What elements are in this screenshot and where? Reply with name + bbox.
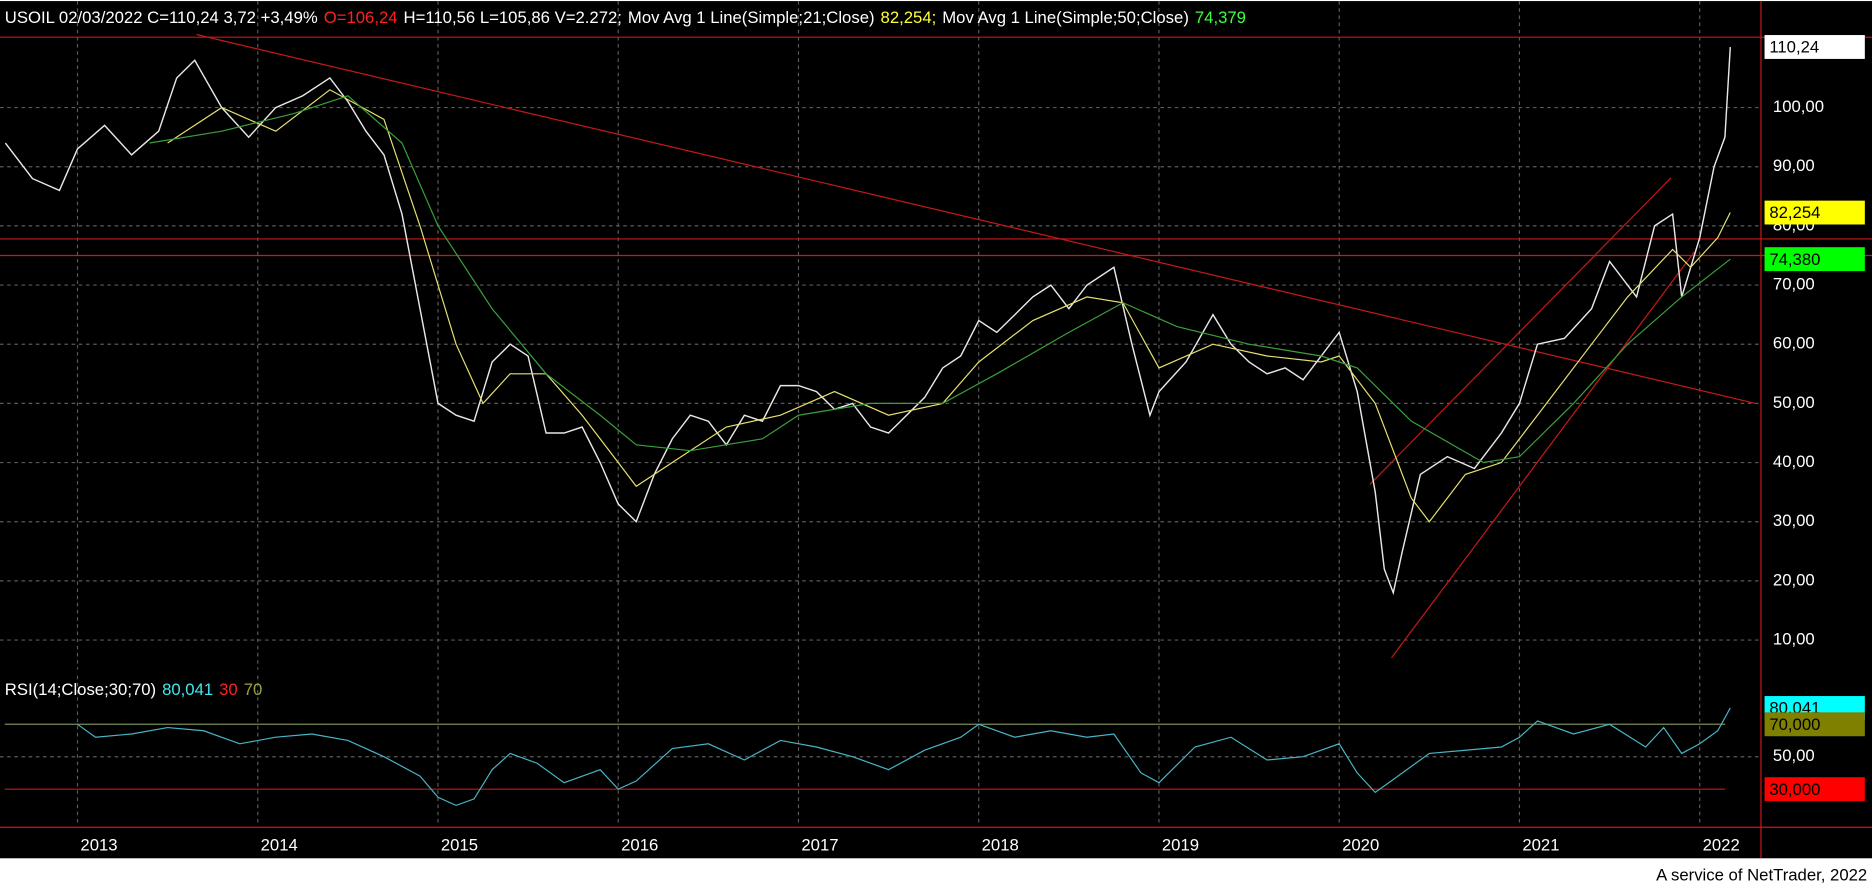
- price-badge: [1764, 35, 1865, 59]
- x-tick-label: 2016: [621, 836, 658, 855]
- x-tick-label: 2022: [1703, 836, 1740, 855]
- price-badge-label: 30,000: [1769, 780, 1820, 799]
- trendline: [1390, 251, 1695, 659]
- header-part: 30: [219, 681, 238, 700]
- y-tick-label: 30,00: [1773, 511, 1815, 530]
- footer: A service of NetTrader, 2022: [1656, 866, 1867, 885]
- background: [0, 1, 1872, 859]
- series-line: [167, 89, 1731, 523]
- x-tick-label: 2014: [261, 836, 298, 855]
- price-badge-label: 70,000: [1769, 715, 1820, 734]
- x-tick-label: 2018: [982, 836, 1019, 855]
- header-part: RSI(14;Close;30;70): [5, 681, 156, 700]
- header-part: 82,254;: [881, 8, 937, 27]
- header-part: Mov Avg 1 Line(Simple;50;Close): [942, 8, 1189, 27]
- series-line: [149, 95, 1731, 464]
- x-tick-label: 2020: [1342, 836, 1379, 855]
- header-part: 70: [244, 681, 263, 700]
- header-part: USOIL 02/03/2022 C=110,24 3,72 +3,49%: [5, 8, 318, 27]
- header-part: O=106,24: [324, 8, 398, 27]
- price-badge: [1764, 200, 1865, 225]
- y-tick-label: 60,00: [1773, 334, 1815, 353]
- series-line: [4, 46, 1732, 596]
- price-badge: [1764, 777, 1865, 802]
- y-tick-label: 50,00: [1773, 393, 1815, 412]
- price-badge-label: 82,254: [1769, 203, 1820, 222]
- y-tick-label: 40,00: [1773, 452, 1815, 471]
- trendline: [1369, 177, 1672, 485]
- price-badge: [1764, 247, 1865, 272]
- price-badge-label: 110,24: [1769, 38, 1819, 57]
- header-part: 74,379: [1195, 8, 1246, 27]
- x-tick-label: 2019: [1162, 836, 1199, 855]
- y-tick-label: 20,00: [1773, 570, 1815, 589]
- y-tick-label: 100,00: [1773, 97, 1824, 116]
- y-tick-label: 50,00: [1773, 746, 1815, 765]
- series-line: [77, 707, 1731, 807]
- y-tick-label: 90,00: [1773, 156, 1815, 175]
- header-part: H=110,56 L=105,86 V=2.272;: [404, 8, 622, 27]
- x-tick-label: 2015: [441, 836, 478, 855]
- trendline: [196, 33, 1756, 404]
- price-badge-label: 74,380: [1769, 250, 1820, 269]
- y-tick-label: 10,00: [1773, 629, 1815, 648]
- header-part: 80,041: [162, 681, 213, 700]
- y-tick-label: 70,00: [1773, 274, 1815, 293]
- header-part: Mov Avg 1 Line(Simple;21;Close): [628, 8, 875, 27]
- x-tick-label: 2017: [801, 836, 838, 855]
- price-badge: [1764, 712, 1865, 737]
- panel-header: USOIL 02/03/2022 C=110,24 3,72 +3,49% O=1…: [5, 8, 1246, 27]
- x-tick-label: 2013: [80, 836, 117, 855]
- x-tick-label: 2021: [1522, 836, 1559, 855]
- panel-header: RSI(14;Close;30;70) 80,041 30 70: [5, 681, 263, 700]
